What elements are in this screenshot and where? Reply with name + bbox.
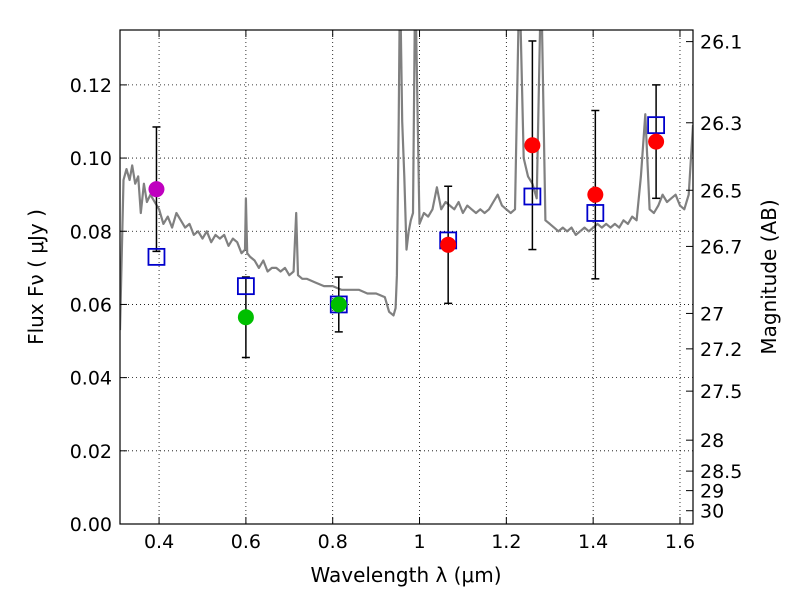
mag-tick-label-5: 27.2 bbox=[700, 339, 742, 361]
mag-tick-label-8: 28.5 bbox=[700, 461, 742, 483]
x-tick-label-3: 1 bbox=[413, 531, 425, 553]
x-tick-label-6: 1.6 bbox=[665, 531, 695, 553]
error-bar-layer bbox=[152, 40, 661, 359]
x-tick-label-2: 0.8 bbox=[318, 531, 348, 553]
y-tick-label-6: 0.12 bbox=[70, 75, 112, 97]
model-point-5 bbox=[586, 204, 605, 222]
right-axis-title: Magnitude (AB) bbox=[757, 199, 781, 354]
y-tick-label-5: 0.10 bbox=[70, 148, 112, 170]
y-axis-title: Flux Fν ( μJy ) bbox=[24, 209, 48, 345]
x-tick-label-4: 1.2 bbox=[491, 531, 521, 553]
model-point-0 bbox=[147, 247, 166, 266]
model-point-6 bbox=[647, 116, 666, 135]
tick-layer: 0.4 0.6 0.8 1 1.2 1.4 1.6 0.00 0.02 0.04 0.06 0.08 0… bbox=[70, 30, 742, 553]
observed-point-5 bbox=[587, 186, 604, 203]
observed-point-1 bbox=[237, 309, 254, 326]
observed-point-2 bbox=[330, 296, 347, 313]
mag-tick-label-3: 26.7 bbox=[700, 236, 742, 258]
observed-point-6 bbox=[648, 133, 665, 150]
y-tick-label-1: 0.02 bbox=[70, 441, 112, 463]
model-point-4 bbox=[523, 187, 542, 206]
mag-tick-label-0: 26.1 bbox=[700, 32, 742, 54]
observed-point-4 bbox=[524, 137, 541, 154]
x-tick-label-0: 0.4 bbox=[144, 531, 174, 553]
plot-frame bbox=[119, 29, 694, 525]
grid-layer bbox=[120, 30, 693, 525]
mag-tick-label-10: 30 bbox=[700, 501, 724, 523]
mag-tick-label-2: 26.5 bbox=[700, 180, 742, 202]
model-point-1 bbox=[236, 277, 255, 296]
y-tick-label-4: 0.08 bbox=[70, 221, 112, 243]
y-tick-label-0: 0.00 bbox=[70, 514, 112, 536]
mag-tick-label-4: 27 bbox=[700, 303, 724, 325]
mag-tick-label-6: 27.5 bbox=[700, 381, 742, 403]
mag-tick-label-7: 28 bbox=[700, 430, 724, 452]
observed-point-0 bbox=[148, 181, 165, 198]
y-tick-label-3: 0.06 bbox=[70, 294, 112, 316]
observed-points-layer bbox=[148, 133, 665, 326]
model-spectrum-layer bbox=[120, 30, 693, 331]
x-tick-label-5: 1.4 bbox=[578, 531, 608, 553]
y-tick-label-2: 0.04 bbox=[70, 368, 112, 390]
x-tick-label-1: 0.6 bbox=[231, 531, 261, 553]
model-spectrum-line bbox=[120, 30, 693, 331]
observed-point-3 bbox=[440, 236, 457, 253]
x-axis-title: Wavelength λ (μm) bbox=[310, 563, 501, 587]
mag-tick-label-1: 26.3 bbox=[700, 113, 742, 135]
mag-tick-label-9: 29 bbox=[700, 481, 724, 503]
